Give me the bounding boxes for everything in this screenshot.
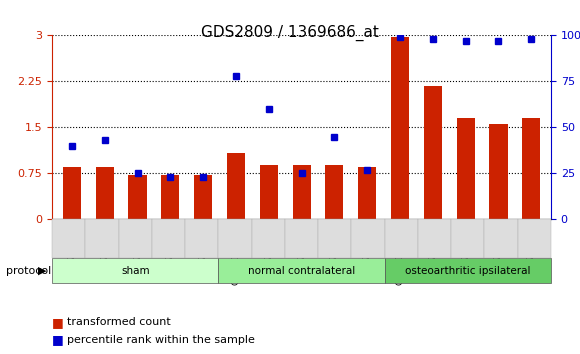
Text: ■: ■ [52,316,64,329]
Bar [522,118,541,219]
Bar [129,175,147,219]
Bar [260,165,278,219]
Bar [391,36,409,219]
Text: osteoarthritic ipsilateral: osteoarthritic ipsilateral [405,266,531,276]
Text: GDS2809 / 1369686_at: GDS2809 / 1369686_at [201,25,379,41]
Bar [194,175,212,219]
Bar [227,153,245,219]
Bar [325,165,343,219]
Text: ▶: ▶ [38,266,46,276]
Bar [456,118,474,219]
Bar [292,165,311,219]
Bar [96,167,114,219]
Bar [490,124,508,219]
Bar [424,86,442,219]
Bar [161,175,179,219]
Text: protocol: protocol [6,266,51,276]
Text: percentile rank within the sample: percentile rank within the sample [67,335,255,345]
Text: normal contralateral: normal contralateral [248,266,355,276]
Text: sham: sham [121,266,150,276]
Text: transformed count: transformed count [67,317,171,327]
Text: ■: ■ [52,333,64,346]
Bar [358,167,376,219]
Bar [63,167,81,219]
